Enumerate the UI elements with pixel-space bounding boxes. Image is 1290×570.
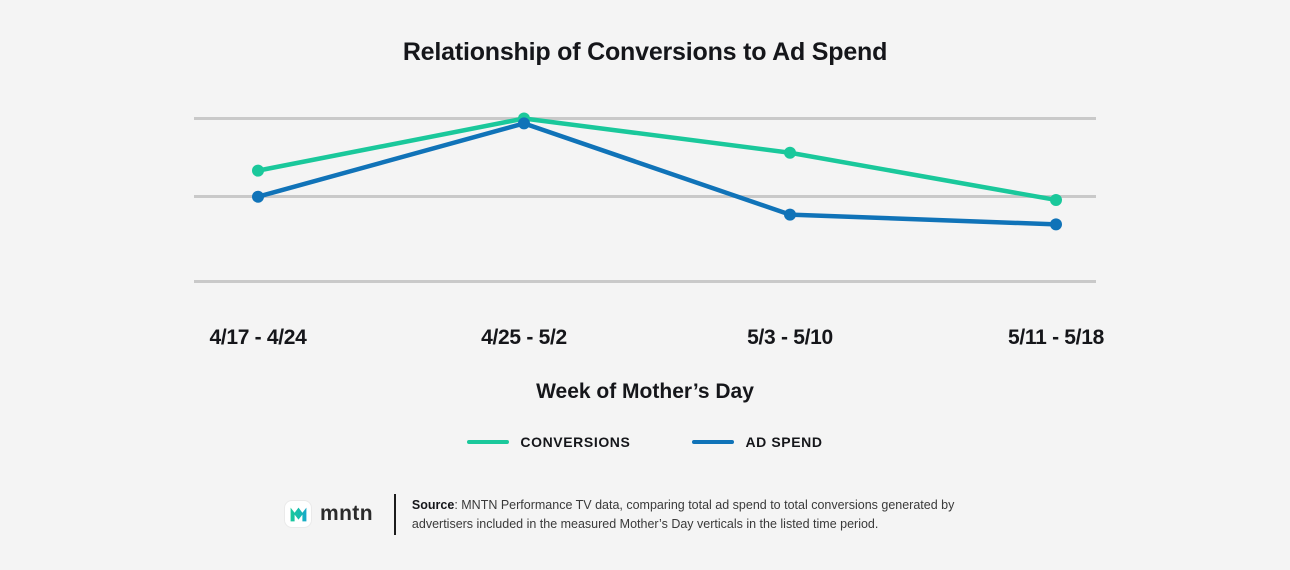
data-point-marker[interactable] (518, 117, 530, 130)
legend-item-conversions[interactable]: CONVERSIONS (467, 434, 630, 450)
data-point-marker[interactable] (1050, 193, 1062, 206)
gridline-1 (194, 195, 1096, 199)
plot-area (194, 112, 1096, 314)
x-axis-title: Week of Mother’s Day (536, 380, 754, 403)
x-axis-tick-labels: 4/17 - 4/24 4/25 - 5/2 5/3 - 5/10 5/11 - 5/… (194, 326, 1104, 356)
data-point-marker[interactable] (252, 164, 264, 177)
series-lines-group (252, 112, 1062, 231)
brand-wordmark: mntn (320, 502, 373, 525)
data-point-marker[interactable] (1050, 218, 1062, 231)
gridline-2 (194, 279, 1096, 283)
chart-title: Relationship of Conversions to Ad Spend (402, 38, 888, 66)
source-label: Source (411, 498, 455, 512)
x-tick-label: 4/17 - 4/24 (209, 326, 307, 349)
data-point-marker[interactable] (784, 146, 796, 159)
data-point-marker[interactable] (784, 208, 796, 221)
series-line-conversions (255, 116, 1059, 203)
x-tick-label: 5/3 - 5/10 (747, 326, 833, 349)
mntn-logo-mark-icon (285, 501, 311, 527)
legend-item-ad-spend[interactable]: AD SPEND (692, 434, 822, 450)
legend-line-swatch (467, 440, 510, 444)
legend-label: CONVERSIONS (520, 434, 631, 450)
legend-line-swatch (692, 440, 735, 444)
chart-legend: CONVERSIONS AD SPEND (0, 434, 1290, 450)
footer: mntn Source: MNTN Performance TV data, c… (285, 494, 1015, 535)
gridline-0 (194, 117, 1096, 121)
x-tick-label: 4/25 - 5/2 (481, 326, 567, 349)
source-text: : MNTN Performance TV data, comparing to… (411, 498, 955, 532)
data-point-marker[interactable] (252, 190, 264, 203)
legend-label: AD SPEND (745, 434, 823, 450)
series-line-ad-spend (255, 121, 1059, 227)
footer-divider (393, 494, 396, 535)
x-tick-label: 5/11 - 5/18 (1008, 326, 1104, 349)
source-note: Source: MNTN Performance TV data, compar… (412, 494, 1012, 535)
brand-logo: mntn (285, 494, 373, 527)
